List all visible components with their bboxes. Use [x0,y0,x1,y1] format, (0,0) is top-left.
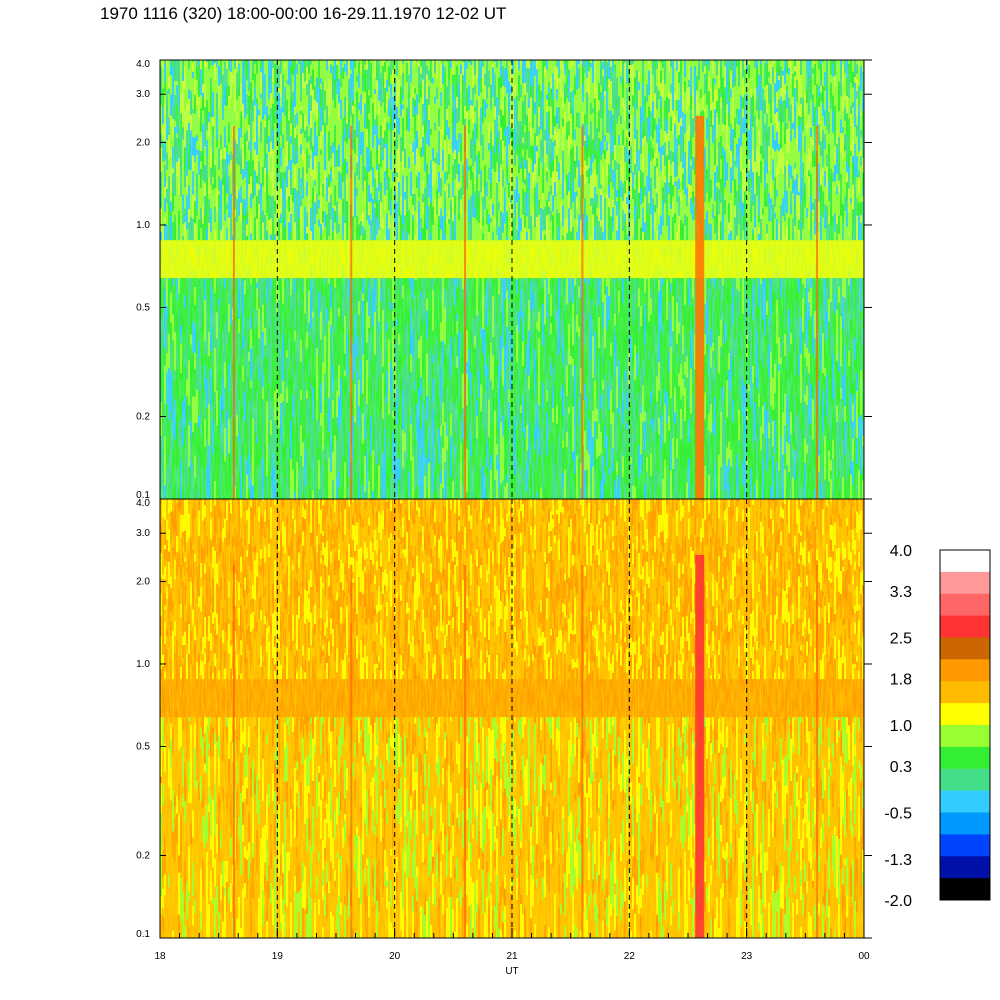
y-tick-label: 1.0 [136,659,150,670]
colorbar-swatch [940,834,990,857]
y-tick-label: 0.2 [136,851,150,862]
colorbar-swatch [940,768,990,792]
x-tick-label: 19 [272,951,284,962]
spike-2 [464,125,467,499]
colorbar-swatch [940,703,990,726]
y-tick-label: 2.0 [136,137,150,148]
colorbar: 4.0 3.3 2.5 1.8 1.0 0.3 -0.5 -1.3 -2.0 [884,543,991,910]
colorbar-label: -2.0 [884,893,912,910]
y-tick-label: 0.5 [136,741,150,752]
y-tick-label: 0.5 [136,302,150,313]
colorbar-swatch [940,571,990,595]
x-axis-label: UT [505,966,518,977]
spike-5 [816,564,819,938]
colorbar-swatch [940,681,990,704]
y-tick-label: 3.0 [136,528,150,539]
colorbar-swatch [940,593,990,617]
y-tick-label: 0.1 [136,490,150,501]
x-tick-label: 18 [154,951,166,962]
colorbar-frame [939,549,991,901]
spike-5 [816,125,819,499]
colorbar-label: -1.3 [884,852,912,869]
x-tick-label: 23 [741,951,753,962]
spike-3 [581,564,584,938]
colorbar-label: 1.0 [890,718,912,735]
chart-title: 1970 1116 (320) 18:00-00:00 16-29.11.197… [100,4,507,23]
y-tick-label: 1.0 [136,220,150,231]
spike-0 [232,564,235,938]
y-tick-label: 4.0 [136,59,150,70]
colorbar-swatch [940,637,990,660]
colorbar-swatch [940,790,990,813]
axes-layer: 0.10.20.51.02.03.04.00.10.20.51.02.03.04… [136,59,872,977]
colorbar-label: -0.5 [884,806,912,823]
upper-panel [160,60,864,499]
colorbar-label: 4.0 [890,543,912,560]
spike-1 [350,564,353,938]
y-tick-label: 0.2 [136,412,150,423]
colorbar-swatch [940,659,990,682]
colorbar-swatch [940,550,990,573]
y-tick-label: 0.1 [136,929,150,940]
spike-3 [581,125,584,499]
colorbar-swatch [940,878,990,901]
colorbar-label: 0.3 [890,759,912,776]
spike-4 [695,115,705,499]
colorbar-swatch [940,725,990,748]
colorbar-swatch [940,856,990,879]
y-tick-label: 4.0 [136,498,150,509]
colorbar-swatch [940,615,990,638]
spike-0 [232,125,235,499]
y-tick-label: 2.0 [136,576,150,587]
colorbar-swatch [940,746,990,770]
spike-2 [464,564,467,938]
x-tick-label: 20 [389,951,401,962]
lower-panel [160,499,864,938]
x-tick-label: 21 [506,951,518,962]
spike-4 [695,554,705,938]
x-tick-label: 00 [858,951,870,962]
colorbar-label: 1.8 [890,671,912,688]
colorbar-label: 3.3 [890,584,912,601]
colorbar-label: 2.5 [890,631,912,648]
x-tick-label: 22 [624,951,636,962]
colorbar-swatch [940,812,990,835]
y-tick-label: 3.0 [136,89,150,100]
spike-1 [350,125,353,499]
